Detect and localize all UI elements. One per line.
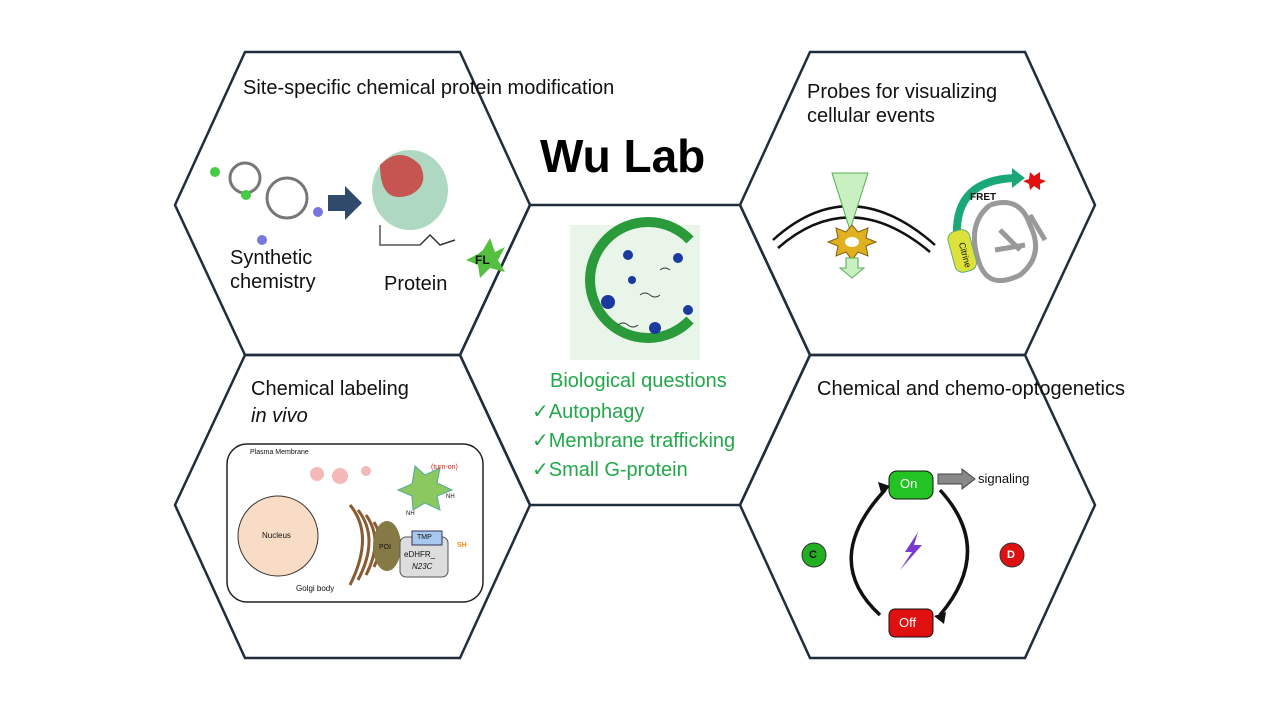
nh-label: NH — [406, 511, 415, 517]
question-item: ✓Small G-protein — [532, 459, 688, 481]
green-arrow-icon — [831, 172, 869, 232]
fl-tag: FL — [475, 253, 490, 267]
heading-site-specific: Site-specific chemical protein modificat… — [243, 77, 615, 99]
cycle-left-arrow — [849, 488, 887, 617]
plasma-membrane-label: Plasma Membrane — [250, 449, 309, 456]
c-label: C — [809, 549, 817, 561]
label-protein: Protein — [384, 273, 448, 295]
page-title: Wu Lab — [540, 130, 706, 182]
autophagosome-illustration — [570, 217, 700, 360]
heading-optogenetics: Chemical and chemo-optogenetics — [817, 378, 1125, 400]
hex-bottom-left — [173, 353, 532, 660]
nucleus — [237, 495, 319, 577]
citrine-barrel — [947, 229, 978, 273]
n23c-label: N23C — [412, 562, 433, 571]
molecule-illustration — [210, 161, 323, 245]
heading-probes: Probes for visualizing cellular events — [807, 81, 998, 127]
sh-label: SH — [457, 542, 467, 549]
down-arrow-icon — [838, 257, 866, 279]
compound-c — [801, 542, 827, 568]
question-item: ✓Autophagy — [532, 401, 645, 423]
compound-d — [999, 542, 1025, 568]
poi-label: POI — [379, 544, 392, 551]
golgi-label: Golgi body — [296, 584, 335, 593]
nh-label: NH — [446, 494, 455, 500]
hex-bottom-right — [738, 353, 1097, 660]
question-item: ✓Membrane trafficking — [532, 430, 736, 452]
center-heading: Biological questions — [550, 370, 727, 392]
turn-on-label: (turn-on) — [431, 464, 458, 471]
acceptor-star-icon — [1023, 172, 1046, 190]
on-label: On — [900, 476, 918, 491]
signaling-label: signaling — [978, 471, 1030, 486]
lightning-icon — [900, 532, 922, 570]
poi — [373, 521, 401, 571]
tmp-label: TMP — [417, 534, 432, 541]
heading-in-vivo: in vivo — [251, 405, 308, 427]
off-label: Off — [899, 615, 917, 630]
d-label: D — [1007, 549, 1015, 561]
arrow-right-icon — [328, 186, 362, 220]
off-state-button — [888, 608, 934, 638]
label-synthetic-chemistry: Synthetic chemistry — [230, 247, 316, 293]
heading-labeling: Chemical labeling — [251, 378, 409, 400]
protein-illustration — [372, 150, 505, 278]
fret-arrow — [952, 174, 1016, 236]
nucleus-label: Nucleus — [262, 531, 291, 540]
fret-label: FRET — [970, 192, 997, 203]
tmp-box — [411, 530, 443, 546]
fluorophore-star — [396, 465, 454, 511]
on-state-button — [888, 470, 934, 500]
cycle-right-arrow — [938, 488, 970, 617]
signaling-arrow-icon — [937, 467, 976, 491]
edhfr-label: eDHFR_ — [404, 550, 436, 559]
gray-protein-illustration — [971, 200, 1048, 284]
